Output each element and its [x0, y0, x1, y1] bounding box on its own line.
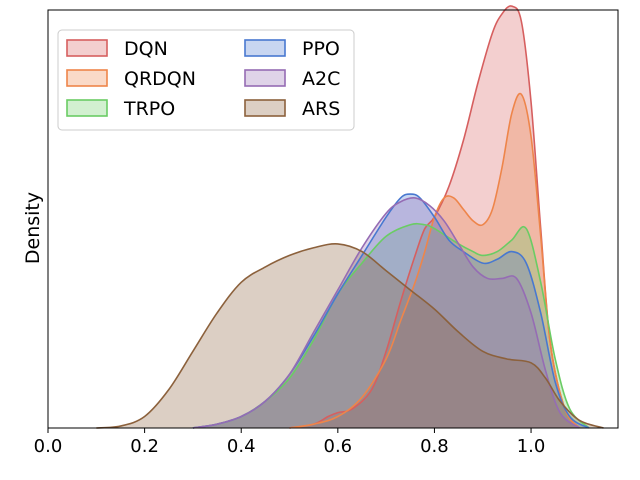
plot-frame — [47, 9, 619, 429]
area-a2c — [192, 197, 580, 428]
area-ars — [96, 243, 604, 428]
x-tick-label: 1.0 — [517, 436, 546, 457]
density-lines — [96, 5, 604, 429]
density-areas — [96, 5, 604, 428]
legend-swatch-ppo — [244, 39, 286, 57]
line-a2c — [192, 196, 580, 429]
legend-label-dqn: DQN — [124, 38, 168, 60]
line-trpo — [192, 222, 590, 429]
legend-swatch-qrdqn — [66, 69, 108, 87]
x-tick-label: 0.0 — [34, 436, 63, 457]
legend-label-trpo: TRPO — [123, 98, 175, 120]
x-tick-label: 0.2 — [130, 436, 159, 457]
legend-swatch-trpo — [66, 99, 108, 117]
x-tick-label: 0.8 — [420, 436, 449, 457]
x-axis: 0.0 0.2 0.4 0.6 0.8 1.0 — [34, 428, 546, 457]
area-dqn — [289, 5, 580, 428]
legend-swatch-ars — [244, 99, 286, 117]
legend-swatch-dqn — [66, 39, 108, 57]
area-trpo — [192, 223, 590, 428]
area-ppo — [192, 194, 590, 428]
x-tick-label: 0.6 — [324, 436, 353, 457]
legend-label-a2c: A2C — [302, 68, 340, 90]
y-axis-label: Density — [22, 192, 44, 264]
area-qrdqn — [289, 93, 580, 428]
legend-label-qrdqn: QRDQN — [124, 68, 196, 90]
line-qrdqn — [289, 92, 580, 429]
legend-label-ars: ARS — [302, 98, 340, 120]
legend-swatch-a2c — [244, 69, 286, 87]
legend-label-ppo: PPO — [302, 38, 340, 60]
x-tick-label: 0.4 — [227, 436, 256, 457]
legend: DQN QRDQN TRPO PPO A2C ARS — [57, 29, 355, 131]
legend-box — [57, 29, 355, 131]
line-ars — [96, 243, 604, 429]
line-dqn — [289, 5, 580, 429]
